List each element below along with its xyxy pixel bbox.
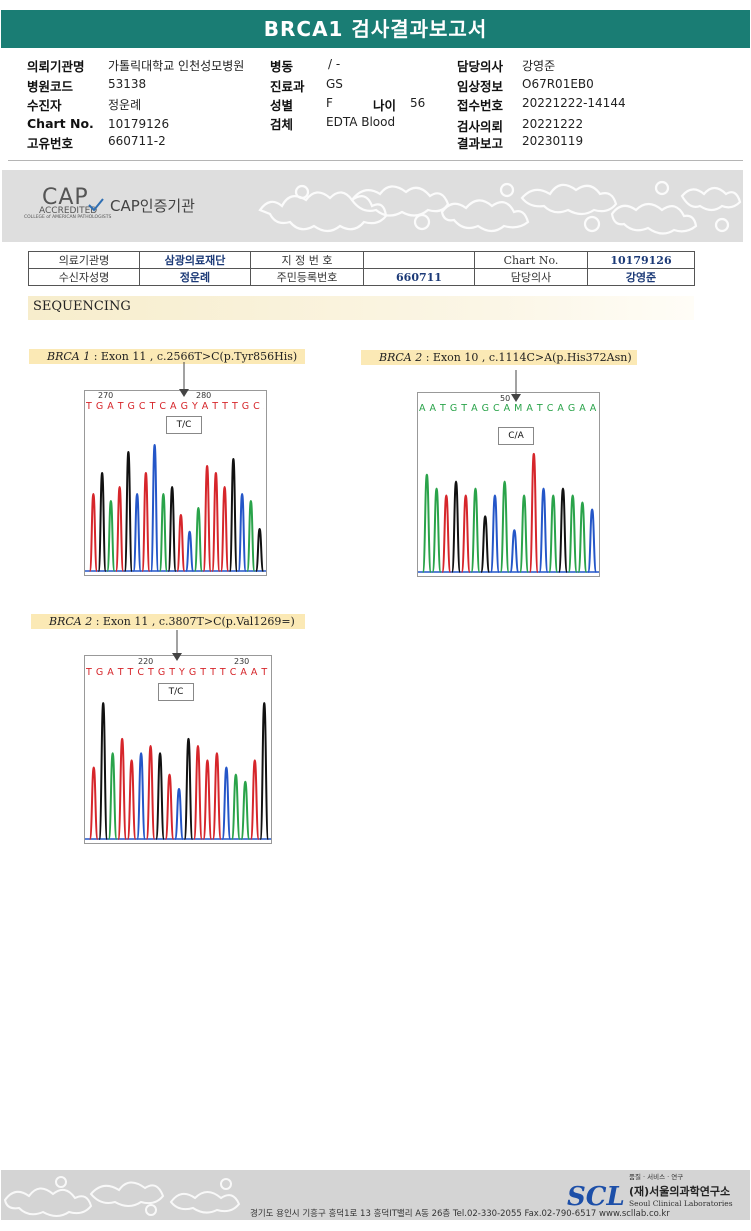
table-row: 의료기관명 삼광의료재단 지 정 번 호 Chart No. 10179126	[28, 251, 695, 269]
label-institution: 의뢰기관명	[27, 59, 85, 74]
cap-college-text: COLLEGE of AMERICAN PATHOLOGISTS	[24, 215, 112, 220]
table-cell	[363, 251, 475, 269]
table-cell: 의료기관명	[28, 251, 140, 269]
base-sequence: A A T G T A G C A M A T C A G A A C	[419, 403, 597, 414]
footer-address: 경기도 용인시 기흥구 흥덕1로 13 흥덕IT밸리 A동 26층 Tel.02…	[250, 1209, 670, 1219]
label-ward: 병동	[270, 59, 294, 74]
label-physician: 담당의사	[457, 59, 504, 74]
table-cell: 정운례	[139, 268, 251, 286]
value-clinical-info: O67R01EB0	[522, 77, 594, 91]
chromatogram-2	[417, 392, 600, 577]
chromatogram-plot	[418, 452, 599, 573]
value-ward: / -	[328, 57, 341, 71]
variant-label-2: BRCA 2 : Exon 10 , c.1114C>A(p.His372Asn…	[361, 350, 637, 365]
cap-banner: CAP ACCREDITED COLLEGE of AMERICAN PATHO…	[2, 170, 743, 242]
variant-detail: : Exon 10 , c.1114C>A(p.His372Asn)	[422, 351, 632, 364]
base-sequence: T G A T T C T G T Y G T T T C A A T G	[86, 667, 268, 678]
value-patient: 정운례	[108, 98, 142, 112]
checkmark-icon	[88, 198, 104, 212]
variant-label-1: BRCA 1 : Exon 11 , c.2566T>C(p.Tyr856His…	[29, 349, 305, 364]
scl-logo: SCL	[567, 1182, 625, 1212]
report-title: BRCA1 검사결과보고서	[1, 10, 750, 48]
label-department: 진료과	[270, 79, 305, 94]
section-header-bar	[28, 296, 694, 320]
cloud-pattern	[258, 180, 742, 235]
table-cell: 10179126	[587, 251, 695, 269]
table-cell: 지 정 번 호	[250, 251, 364, 269]
label-report-date: 결과보고	[457, 136, 504, 151]
table-cell: 주민등록번호	[250, 268, 364, 286]
table-cell: Chart No.	[474, 251, 588, 269]
table-cell: 담당의사	[474, 268, 588, 286]
value-chart-no: 10179126	[108, 117, 170, 131]
value-sex: F	[326, 96, 333, 110]
position-label: 230	[234, 657, 250, 666]
label-sex: 성별	[270, 98, 294, 113]
label-request-date: 검사의뢰	[457, 119, 504, 134]
value-physician: 강영준	[522, 59, 556, 73]
label-chart-no: Chart No.	[27, 116, 94, 131]
table-cell: 수신자성명	[28, 268, 140, 286]
variant-label-3: BRCA 2 : Exon 11 , c.3807T>C(p.Val1269=)	[31, 614, 305, 629]
base-call-box: C/A	[498, 427, 534, 445]
chromatogram-plot	[85, 702, 271, 840]
value-report-date: 20230119	[522, 134, 584, 148]
value-request-date: 20221222	[522, 117, 584, 131]
value-unique-no: 660711-2	[108, 134, 166, 148]
arrow-down-icon	[511, 370, 521, 402]
label-clinical-info: 임상정보	[457, 79, 504, 94]
base-call-box: T/C	[166, 416, 202, 434]
value-department: GS	[326, 77, 343, 91]
variant-detail: : Exon 11 , c.3807T>C(p.Val1269=)	[92, 615, 295, 628]
footer-org-kr: (재)서울의과학연구소	[629, 1185, 731, 1198]
arrow-down-icon	[179, 362, 189, 397]
position-label: 270	[98, 391, 114, 400]
section-title: SEQUENCING	[33, 299, 131, 314]
table-cell: 강영준	[587, 268, 695, 286]
cap-logo-text: CAP	[42, 185, 89, 210]
base-sequence: T G A T G C T C A G Y A T T T G C A G	[86, 401, 264, 412]
variant-detail: : Exon 11 , c.2566T>C(p.Tyr856His)	[90, 350, 298, 363]
label-unique-no: 고유번호	[27, 136, 74, 151]
footer-org-en: Seoul Clinical Laboratories	[629, 1199, 733, 1208]
value-receipt-no: 20221222-14144	[522, 96, 626, 110]
table-cell: 삼광의료재단	[139, 251, 251, 269]
footer-tagline: 품질 · 서비스 · 연구	[629, 1173, 684, 1181]
header-divider	[8, 160, 743, 161]
value-hospital-code: 53138	[108, 77, 147, 91]
table-cell: 660711	[363, 268, 475, 286]
cap-label: CAP인증기관	[110, 197, 195, 215]
label-patient: 수진자	[27, 98, 62, 113]
cap-accredited-text: ACCREDITED	[39, 206, 98, 216]
chromatogram-plot	[85, 443, 266, 572]
position-label: 220	[138, 657, 154, 666]
cloud-pattern	[3, 1176, 241, 1217]
info-table: 의료기관명 삼광의료재단 지 정 번 호 Chart No. 10179126 …	[28, 251, 695, 286]
label-specimen: 검체	[270, 117, 294, 132]
value-specimen: EDTA Blood	[326, 115, 396, 129]
value-institution: 가톨릭대학교 인천성모병원	[108, 59, 245, 73]
label-hospital-code: 병원코드	[27, 79, 74, 94]
label-age: 나이	[373, 98, 397, 113]
value-age: 56	[410, 96, 426, 110]
position-label: 50	[500, 394, 511, 403]
gene-name: BRCA 2	[49, 615, 93, 628]
arrow-down-icon	[172, 630, 182, 661]
table-row: 수신자성명 정운례 주민등록번호 660711 담당의사 강영준	[28, 268, 695, 286]
footer-banner: 품질 · 서비스 · 연구 SCL (재)서울의과학연구소 Seoul Clin…	[1, 1170, 750, 1220]
label-receipt-no: 접수번호	[457, 98, 504, 113]
gene-name: BRCA 1	[47, 350, 91, 363]
position-label: 280	[196, 391, 212, 400]
base-call-box: T/C	[158, 683, 194, 701]
gene-name: BRCA 2	[379, 351, 423, 364]
